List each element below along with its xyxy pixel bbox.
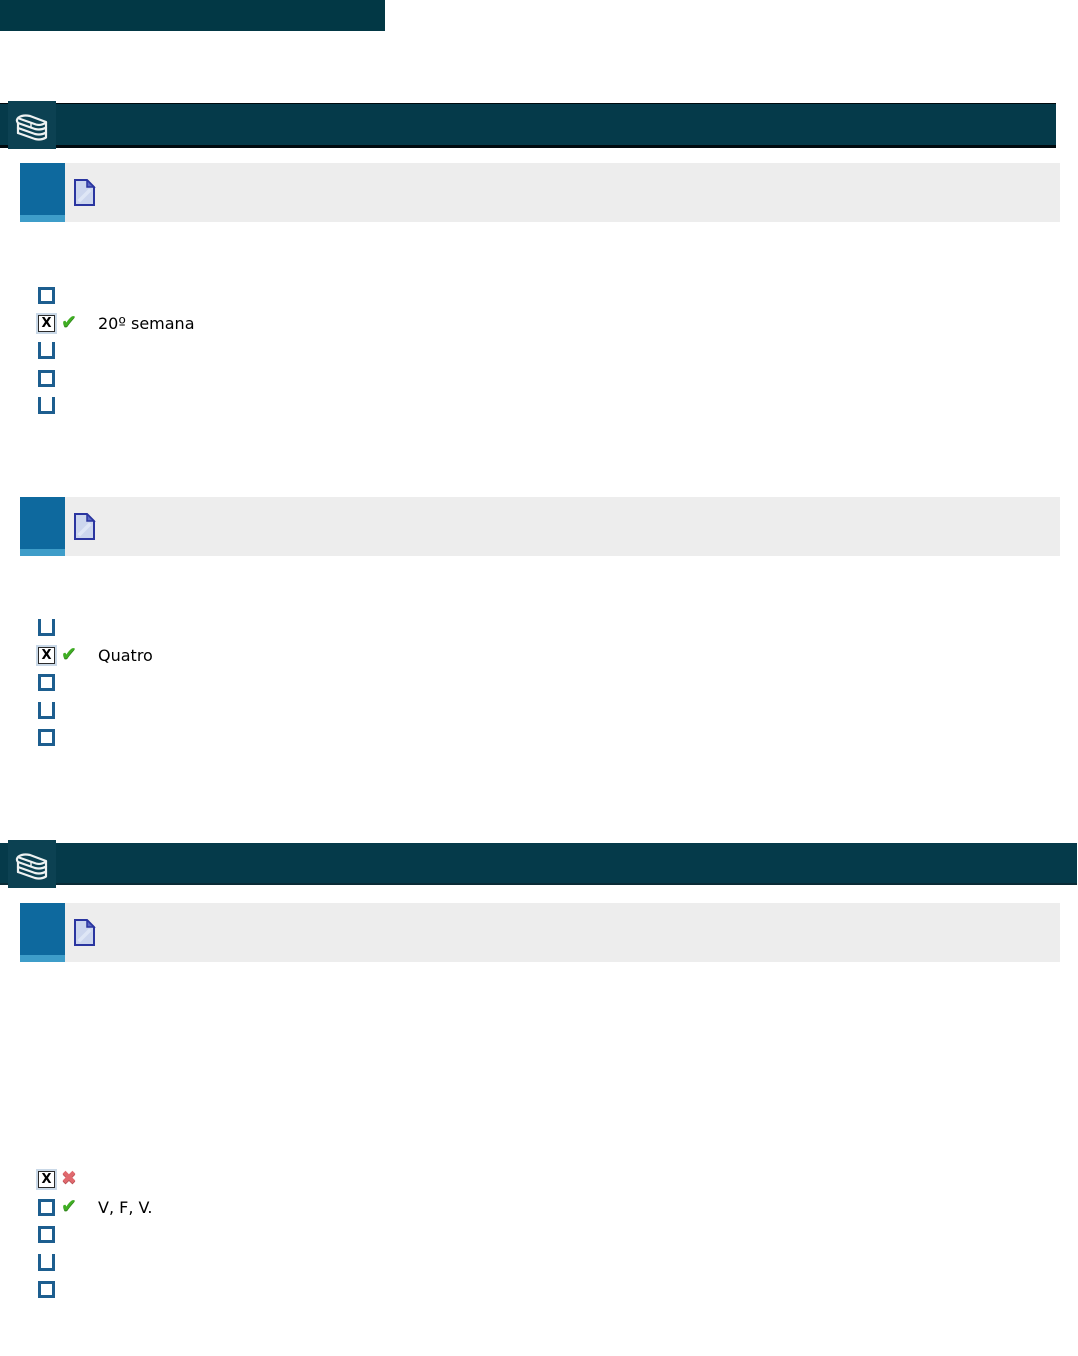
question-3-options: X ✖ ✔ V, F, V. bbox=[38, 1167, 538, 1316]
books-stack-icon bbox=[8, 840, 56, 888]
checkbox-unchecked[interactable] bbox=[38, 397, 55, 414]
top-navigation-bar bbox=[0, 0, 385, 31]
question-3-document-icon[interactable] bbox=[73, 919, 96, 946]
correct-mark-icon: ✔ bbox=[61, 311, 77, 333]
correct-mark-icon: ✔ bbox=[61, 643, 77, 665]
correct-mark-icon: ✔ bbox=[61, 1195, 77, 1217]
checkbox-unchecked[interactable] bbox=[38, 1199, 55, 1216]
checkbox-unchecked[interactable] bbox=[38, 1226, 55, 1243]
answer-label: 20º semana bbox=[98, 314, 195, 333]
question-1-document-icon[interactable] bbox=[73, 179, 96, 206]
question-1-header bbox=[20, 163, 1060, 222]
books-stack-icon bbox=[8, 101, 56, 149]
checkbox-unchecked[interactable] bbox=[38, 729, 55, 746]
checkbox-unchecked[interactable] bbox=[38, 674, 55, 691]
question-1-options: X ✔ 20º semana bbox=[38, 287, 538, 432]
answer-label: V, F, V. bbox=[98, 1198, 153, 1217]
checkbox-checked[interactable]: X bbox=[38, 647, 55, 664]
answer-label: Quatro bbox=[98, 646, 153, 665]
checkbox-checked[interactable]: X bbox=[38, 1171, 55, 1188]
question-3-header bbox=[20, 903, 1060, 962]
section-header-band-2 bbox=[0, 840, 1077, 888]
checkbox-checked[interactable]: X bbox=[38, 315, 55, 332]
checkbox-unchecked[interactable] bbox=[38, 619, 55, 636]
question-1-number-badge bbox=[20, 163, 65, 222]
question-2-document-icon[interactable] bbox=[73, 513, 96, 540]
question-3-number-badge bbox=[20, 903, 65, 962]
checkbox-unchecked[interactable] bbox=[38, 370, 55, 387]
checkbox-unchecked[interactable] bbox=[38, 1281, 55, 1298]
section-header-band-1 bbox=[0, 101, 1056, 149]
question-2-number-badge bbox=[20, 497, 65, 556]
question-2-header bbox=[20, 497, 1060, 556]
checkbox-unchecked[interactable] bbox=[38, 1254, 55, 1271]
question-2-options: X ✔ Quatro bbox=[38, 619, 538, 764]
checkbox-unchecked[interactable] bbox=[38, 342, 55, 359]
checkbox-unchecked[interactable] bbox=[38, 287, 55, 304]
incorrect-mark-icon: ✖ bbox=[61, 1167, 77, 1189]
checkbox-unchecked[interactable] bbox=[38, 702, 55, 719]
